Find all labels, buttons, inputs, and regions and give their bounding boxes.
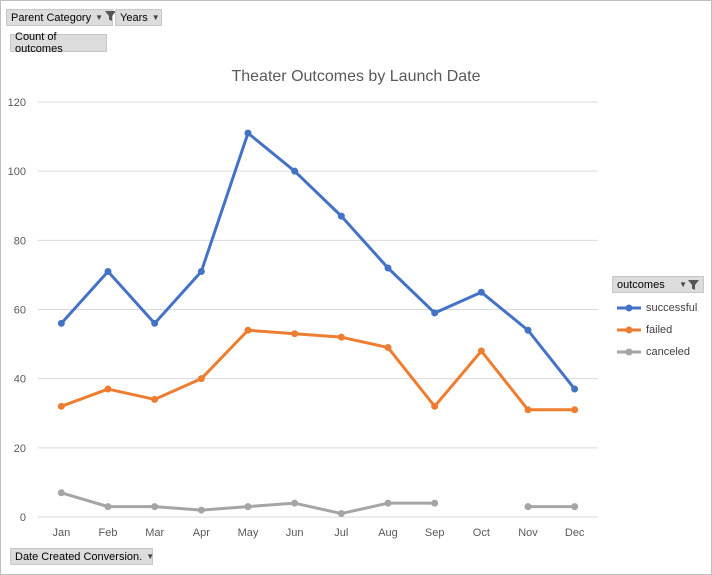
chart-title: Theater Outcomes by Launch Date — [231, 68, 480, 85]
data-point-canceled — [524, 503, 532, 511]
x-tick-label: Mar — [145, 527, 164, 539]
y-tick-labels: 0 20 40 60 80 100 120 — [8, 97, 26, 524]
legend: outcomes ▼ successful failed canceled — [612, 276, 704, 363]
x-tick-label: Jun — [286, 527, 304, 539]
data-point-canceled — [197, 506, 205, 514]
data-point-failed — [57, 402, 65, 410]
dropdown-arrow-icon: ▼ — [146, 552, 155, 561]
parent-category-filter-button[interactable]: Parent Category ▼ — [6, 9, 117, 26]
data-point-successful — [104, 267, 112, 275]
legend-marker-canceled — [617, 348, 641, 356]
value-field-label: Count of outcomes — [15, 31, 63, 55]
x-tick-label: Jul — [334, 527, 348, 539]
filter-funnel-icon: ▼ — [679, 279, 699, 290]
filter-funnel-icon — [105, 11, 117, 24]
legend-outcomes-filter[interactable]: outcomes ▼ — [612, 276, 704, 293]
data-point-failed — [104, 385, 112, 393]
x-tick-label: Feb — [99, 527, 118, 539]
data-point-successful — [197, 267, 205, 275]
years-label: Years — [120, 11, 148, 24]
data-point-failed — [197, 375, 205, 383]
gridlines — [38, 101, 598, 518]
data-point-successful — [291, 167, 299, 175]
series-points — [57, 129, 579, 518]
legend-item-failed: failed — [616, 319, 704, 341]
data-point-canceled — [104, 503, 112, 511]
data-point-successful — [477, 288, 485, 296]
legend-item-canceled: canceled — [616, 341, 704, 363]
x-tick-label: Sep — [425, 527, 445, 539]
series-line-successful — [59, 131, 577, 391]
legend-marker-successful — [617, 304, 641, 312]
data-point-successful — [337, 212, 345, 220]
x-tick-labels: Jan Feb Mar Apr May Jun Jul Aug Sep Oct Nov Dec — [52, 527, 584, 539]
y-tick-label: 60 — [14, 305, 26, 317]
years-filter-button[interactable]: Years ▼ — [115, 9, 162, 26]
value-field-button[interactable]: Count of outcomes — [10, 31, 107, 55]
data-point-failed — [524, 406, 532, 414]
dropdown-arrow-icon: ▼ — [151, 13, 160, 22]
x-tick-label: Aug — [378, 527, 398, 539]
data-point-successful — [57, 319, 65, 327]
x-tick-label: Jan — [52, 527, 70, 539]
y-tick-label: 120 — [8, 97, 26, 109]
series-line-failed — [59, 328, 577, 412]
legend-label: canceled — [646, 346, 691, 358]
data-point-canceled — [571, 503, 579, 511]
dropdown-arrow-icon: ▼ — [95, 13, 104, 22]
data-point-canceled — [384, 499, 392, 507]
data-point-canceled — [244, 503, 252, 511]
series-lines — [59, 131, 577, 516]
y-tick-label: 80 — [14, 235, 26, 247]
y-tick-label: 100 — [8, 166, 26, 178]
x-tick-label: Oct — [473, 527, 490, 539]
legend-title: outcomes — [617, 278, 665, 291]
x-tick-label: Nov — [518, 527, 538, 539]
data-point-failed — [477, 347, 485, 355]
data-point-canceled — [57, 489, 65, 497]
data-point-successful — [151, 319, 159, 327]
x-tick-label: Apr — [193, 527, 210, 539]
y-tick-label: 0 — [20, 512, 26, 524]
x-tick-label: May — [238, 527, 259, 539]
x-tick-label: Dec — [565, 527, 585, 539]
legend-item-successful: successful — [616, 297, 704, 319]
data-point-canceled — [337, 510, 345, 518]
data-point-failed — [337, 333, 345, 341]
data-point-successful — [431, 309, 439, 317]
axis-field-button[interactable]: Date Created Conversion. ▼ — [10, 548, 155, 565]
data-point-failed — [431, 402, 439, 410]
data-point-failed — [291, 330, 299, 338]
parent-category-label: Parent Category — [11, 11, 92, 24]
data-point-failed — [151, 395, 159, 403]
data-point-failed — [244, 326, 252, 334]
data-point-canceled — [151, 503, 159, 511]
legend-label: failed — [646, 324, 673, 336]
data-point-successful — [244, 129, 252, 137]
data-point-successful — [524, 326, 532, 334]
legend-marker-failed — [617, 326, 641, 334]
data-point-failed — [384, 344, 392, 352]
y-tick-label: 20 — [14, 443, 26, 455]
data-point-canceled — [431, 499, 439, 507]
y-tick-label: 40 — [14, 374, 26, 386]
data-point-successful — [571, 385, 579, 393]
data-point-successful — [384, 264, 392, 272]
legend-label: successful — [646, 302, 698, 314]
data-point-canceled — [291, 499, 299, 507]
axis-field-label: Date Created Conversion. — [15, 550, 143, 563]
data-point-failed — [571, 406, 579, 414]
